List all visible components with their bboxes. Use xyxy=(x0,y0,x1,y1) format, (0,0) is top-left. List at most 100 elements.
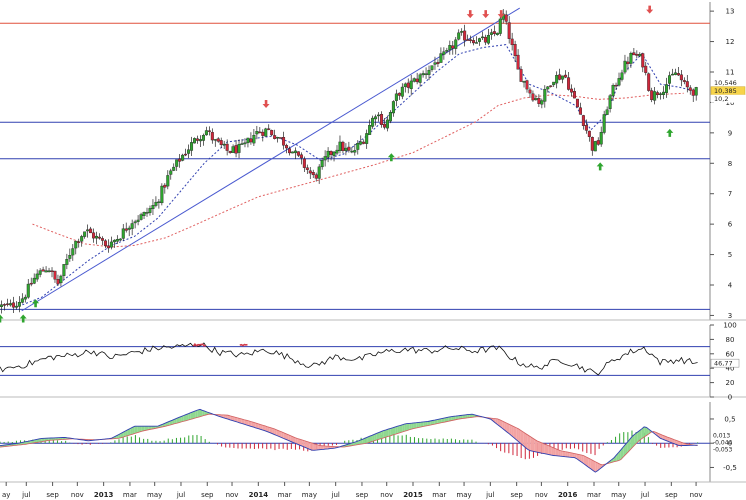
candle xyxy=(44,266,48,273)
macd-fill-segment xyxy=(283,432,287,440)
candle xyxy=(421,70,425,78)
macd-fill-segment xyxy=(567,452,570,458)
candle xyxy=(374,114,378,126)
candle xyxy=(614,82,618,90)
candle xyxy=(290,151,294,154)
macd-last-value: -0,044 xyxy=(713,440,733,447)
price-y-tick-label: 8 xyxy=(728,160,732,168)
macd-fill-segment xyxy=(383,429,387,438)
rsi-last-box xyxy=(710,358,740,368)
macd-fill-segment xyxy=(34,439,38,443)
candle xyxy=(299,152,303,165)
candle-body xyxy=(463,30,467,41)
candle xyxy=(145,207,149,217)
candle xyxy=(175,159,179,171)
candle-body xyxy=(531,93,535,101)
candle xyxy=(581,114,585,130)
candle xyxy=(181,153,185,162)
candle xyxy=(142,211,146,219)
macd-fill-segment xyxy=(255,423,259,429)
candle-body xyxy=(460,31,464,33)
candle xyxy=(442,47,446,60)
macd-fill-segment xyxy=(416,422,419,428)
candle xyxy=(193,137,197,144)
candle-body xyxy=(486,35,490,44)
candle xyxy=(172,163,176,172)
candle-body xyxy=(516,54,520,70)
macd-fill-segment xyxy=(439,418,442,424)
macd-fill-segment xyxy=(381,430,384,439)
candle xyxy=(118,238,122,241)
macd-fill-segment xyxy=(451,416,454,421)
candle-body xyxy=(151,205,155,210)
macd-fill-segment xyxy=(423,421,426,427)
macd-fill-segment xyxy=(137,426,140,433)
macd-fill-segment xyxy=(58,437,61,440)
arrow-down-icon xyxy=(466,10,474,19)
candle-body xyxy=(611,85,615,97)
candle xyxy=(483,34,487,46)
candle-body xyxy=(424,73,428,75)
candle xyxy=(385,115,389,132)
macd-fill-segment xyxy=(525,433,528,450)
candle-body xyxy=(377,114,381,117)
macd-fill-segment xyxy=(241,419,245,425)
macd-fill-segment xyxy=(676,440,680,446)
macd-fill-segment xyxy=(195,410,198,419)
macd-fill-segment xyxy=(39,438,42,442)
candle xyxy=(314,172,318,182)
candle-body xyxy=(421,73,425,76)
macd-fill-segment xyxy=(646,427,649,436)
candle-body xyxy=(430,65,434,70)
candle-body xyxy=(56,279,60,285)
candle xyxy=(77,238,81,248)
price-y-tick-label: 9 xyxy=(728,129,732,137)
candle xyxy=(472,37,476,46)
macd-fill-segment xyxy=(304,440,307,449)
macd-fill-segment xyxy=(588,458,591,469)
macd-fill-segment xyxy=(232,416,235,422)
macd-fill-segment xyxy=(53,437,56,441)
x-tick-label: mar xyxy=(587,491,601,499)
price-y-tick-label: 4 xyxy=(728,282,733,290)
candle-body xyxy=(41,269,45,272)
candle xyxy=(454,36,458,55)
last-price-box xyxy=(711,78,745,87)
x-tick-label: mar xyxy=(123,491,137,499)
candle-body xyxy=(525,80,529,90)
x-tick-label: 2015 xyxy=(403,491,423,499)
macd-fill-segment xyxy=(434,419,438,425)
macd-fill-segment xyxy=(625,441,628,455)
candle xyxy=(56,274,60,286)
macd-fill-segment xyxy=(190,411,194,420)
macd-fill-segment xyxy=(448,416,452,422)
macd-fill-segment xyxy=(174,418,177,424)
candle xyxy=(558,68,562,81)
x-tick-label: jul xyxy=(176,491,185,499)
candle xyxy=(32,273,36,285)
candle xyxy=(169,168,173,180)
candle xyxy=(225,139,229,156)
macd-fill-segment xyxy=(134,426,138,434)
candle-body xyxy=(3,304,7,306)
x-tick-label: jul xyxy=(485,491,494,499)
macd-fill-segment xyxy=(290,435,294,443)
candle xyxy=(65,253,69,270)
candle-body xyxy=(169,170,173,175)
candle-body xyxy=(29,282,33,285)
macd-fill-segment xyxy=(595,461,598,473)
candle xyxy=(14,301,18,310)
x-tick-label: sep xyxy=(201,491,214,499)
candle xyxy=(587,130,591,142)
candle xyxy=(166,170,170,190)
candle xyxy=(688,85,692,95)
candle xyxy=(246,137,250,148)
candle xyxy=(659,92,663,100)
macd-fill-segment xyxy=(620,447,624,460)
candle-body xyxy=(302,158,306,168)
macd-fill-segment xyxy=(397,425,400,434)
candle-body xyxy=(252,135,256,144)
candle-body xyxy=(326,150,330,158)
